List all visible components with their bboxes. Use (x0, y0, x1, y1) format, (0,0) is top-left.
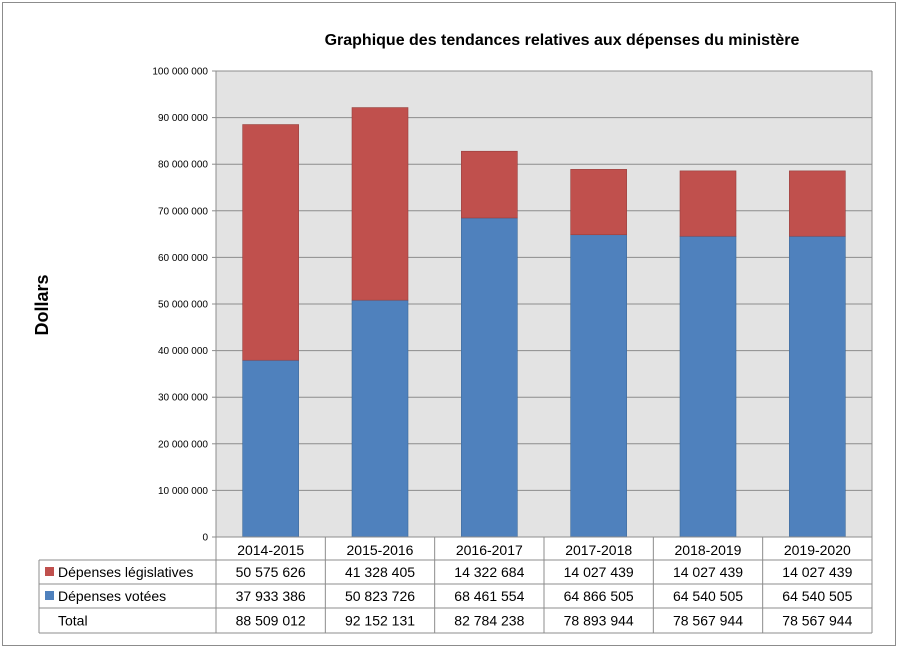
y-tick-label: 0 (202, 533, 208, 544)
data-label: 14 322 684 (454, 564, 524, 580)
y-tick-label: 30 000 000 (158, 393, 208, 404)
data-label: 82 784 238 (454, 613, 524, 629)
x-tick-label: 2014-2015 (237, 542, 304, 558)
legend-label: Total (58, 613, 88, 629)
data-label: 78 567 944 (782, 613, 852, 629)
bar-depenses-legislatives (461, 150, 518, 219)
bar-depenses-votees (789, 235, 846, 538)
y-tick-label: 40 000 000 (158, 346, 208, 357)
y-tick-label: 90 000 000 (158, 113, 208, 124)
x-tick-label: 2017-2018 (565, 542, 632, 558)
x-tick-label: 2019-2020 (784, 542, 851, 558)
bar-depenses-legislatives (351, 107, 409, 301)
y-tick-label: 70 000 000 (158, 206, 208, 217)
legend-swatch (45, 567, 54, 576)
data-label: 68 461 554 (454, 588, 524, 604)
data-label: 14 027 439 (673, 564, 743, 580)
bar-depenses-votees (461, 217, 518, 538)
legend-label: Dépenses législatives (58, 564, 193, 580)
y-tick-label: 80 000 000 (158, 160, 208, 171)
y-axis-label: Dollars (32, 274, 52, 335)
legend-label: Dépenses votées (58, 588, 166, 604)
data-label: 41 328 405 (345, 564, 415, 580)
y-tick-label: 100 000 000 (152, 67, 208, 78)
data-label: 64 540 505 (673, 588, 743, 604)
legend-swatch (45, 591, 54, 600)
bar-depenses-votees (679, 235, 737, 538)
x-tick-label: 2016-2017 (456, 542, 523, 558)
data-label: 64 540 505 (782, 588, 852, 604)
bar-depenses-legislatives (242, 124, 299, 361)
data-label: 78 893 944 (564, 613, 634, 629)
bar-depenses-votees (242, 359, 299, 538)
data-label: 88 509 012 (236, 613, 306, 629)
data-label: 14 027 439 (782, 564, 852, 580)
data-label: 14 027 439 (564, 564, 634, 580)
data-label: 50 823 726 (345, 588, 415, 604)
y-tick-label: 20 000 000 (158, 439, 208, 450)
y-tick-label: 10 000 000 (158, 486, 208, 497)
bar-depenses-legislatives (570, 169, 627, 236)
data-label: 50 575 626 (236, 564, 306, 580)
data-label: 92 152 131 (345, 613, 415, 629)
y-tick-label: 60 000 000 (158, 253, 208, 264)
bar-depenses-votees (351, 299, 409, 538)
y-tick-label: 50 000 000 (158, 300, 208, 311)
chart-title: Graphique des tendances relatives aux dé… (325, 32, 800, 49)
bar-depenses-legislatives (789, 170, 846, 237)
bar-depenses-votees (570, 234, 627, 538)
data-label: 64 866 505 (564, 588, 634, 604)
x-tick-label: 2015-2016 (347, 542, 414, 558)
data-label: 78 567 944 (673, 613, 743, 629)
data-label: 37 933 386 (236, 588, 306, 604)
x-tick-label: 2018-2019 (675, 542, 742, 558)
bar-depenses-legislatives (679, 170, 737, 237)
